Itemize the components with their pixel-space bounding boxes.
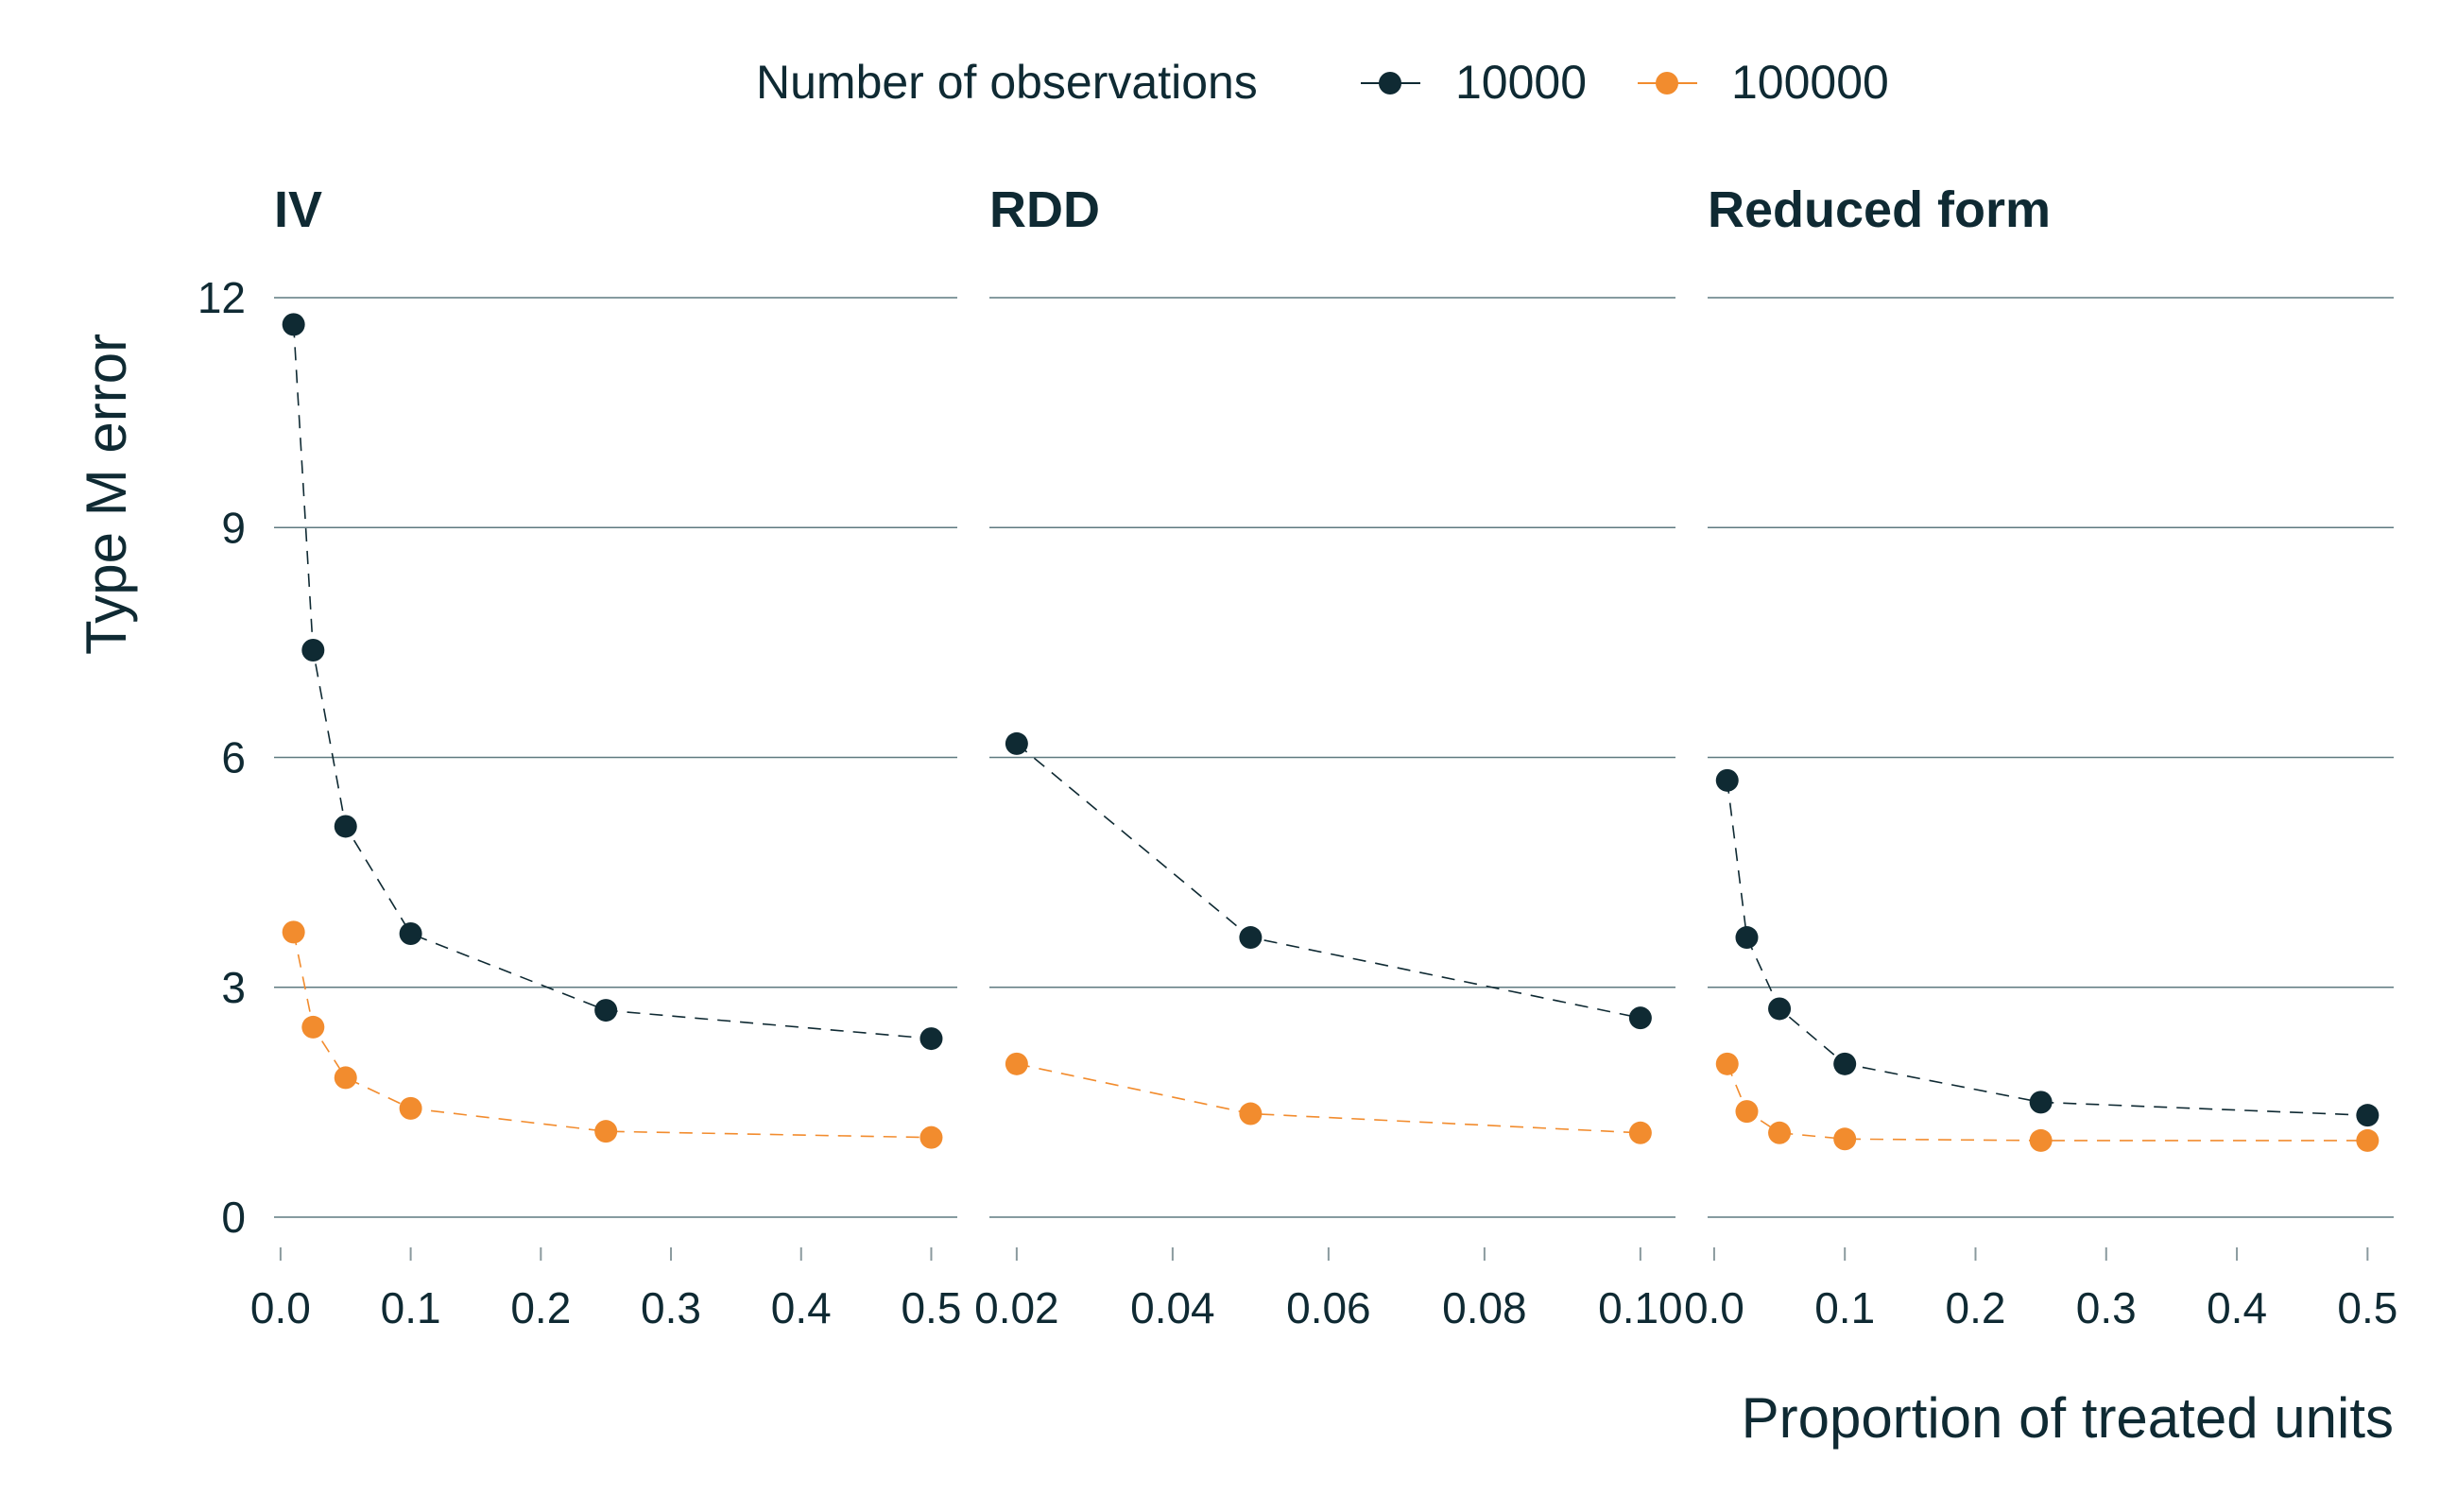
x-tick-label-0-2: 0.2 <box>510 1283 571 1332</box>
point-0-0-1 <box>301 638 325 662</box>
point-0-1-3 <box>399 1096 422 1120</box>
point-0-0-2 <box>334 815 357 838</box>
x-tick-label-0-0: 0.0 <box>250 1283 311 1332</box>
point-0-1-0 <box>282 920 305 944</box>
x-tick-label-0-5: 0.5 <box>901 1283 961 1332</box>
point-2-0-2 <box>1768 997 1792 1021</box>
point-2-0-1 <box>1735 926 1759 950</box>
panel-title-1: RDD <box>989 181 1100 238</box>
panel-1: RDD 0.02 0.04 0.06 0.08 0.10 <box>974 181 1683 1332</box>
panel-0: IV 0.0 0.1 0.2 0.3 0.4 0.5 <box>250 181 962 1332</box>
legend-label-1: 100000 <box>1731 56 1889 109</box>
legend-key-dot-0 <box>1379 72 1401 94</box>
x-tick-label-0-1: 0.1 <box>381 1283 441 1332</box>
series-line-2-0 <box>1726 780 2368 1116</box>
series-line-1-0 <box>1016 743 1641 1019</box>
point-2-0-4 <box>2029 1091 2053 1114</box>
x-tick-label-1-2: 0.06 <box>1286 1283 1371 1332</box>
point-0-0-5 <box>919 1027 943 1051</box>
point-1-0-0 <box>1005 731 1028 755</box>
x-tick-label-2-3: 0.3 <box>2076 1283 2137 1332</box>
series-line-2-1 <box>1726 1063 2368 1142</box>
x-tick-label-2-5: 0.5 <box>2337 1283 2397 1332</box>
legend-title: Number of observations <box>756 56 1258 109</box>
point-0-0-0 <box>282 313 305 336</box>
point-2-1-3 <box>1833 1127 1857 1151</box>
x-tick-label-2-4: 0.4 <box>2207 1283 2267 1332</box>
panel-2: Reduced form 0.0 0.1 0.2 0.3 0.4 0.5 <box>1684 181 2397 1332</box>
point-1-0-1 <box>1239 926 1263 950</box>
y-axis-title: Type M error <box>75 334 138 655</box>
x-tick-label-1-3: 0.08 <box>1442 1283 1527 1332</box>
series-line-1-1 <box>1016 1063 1641 1134</box>
point-2-0-0 <box>1715 768 1739 792</box>
point-0-1-1 <box>301 1015 325 1039</box>
point-2-1-0 <box>1715 1052 1739 1075</box>
series-line-0-0 <box>292 324 932 1040</box>
legend-entry-1: 100000 <box>1638 56 1889 109</box>
x-tick-label-0-3: 0.3 <box>641 1283 701 1332</box>
y-tick-label-2: 6 <box>221 733 246 782</box>
point-2-1-1 <box>1735 1100 1759 1124</box>
point-0-1-4 <box>594 1120 618 1143</box>
x-tick-label-1-1: 0.04 <box>1130 1283 1215 1332</box>
y-tick-label-3: 9 <box>221 503 246 552</box>
point-2-0-5 <box>2356 1104 2380 1127</box>
legend: Number of observations 10000 100000 <box>756 56 1889 109</box>
point-1-1-0 <box>1005 1052 1028 1075</box>
point-2-1-5 <box>2356 1128 2380 1152</box>
y-tick-label-1: 3 <box>221 963 246 1012</box>
x-tick-label-1-0: 0.02 <box>974 1283 1059 1332</box>
x-axis-title: Proportion of treated units <box>1742 1386 2394 1450</box>
x-tick-label-0-4: 0.4 <box>771 1283 832 1332</box>
point-2-0-3 <box>1833 1052 1857 1075</box>
point-0-1-5 <box>919 1125 943 1149</box>
point-0-0-4 <box>594 999 618 1022</box>
legend-key-dot-1 <box>1656 72 1678 94</box>
x-tick-label-2-2: 0.2 <box>1946 1283 2006 1332</box>
x-tick-label-1-4: 0.10 <box>1598 1283 1683 1332</box>
y-axis-ticks: 0 3 6 9 12 <box>198 273 246 1242</box>
x-tick-label-2-1: 0.1 <box>1814 1283 1875 1332</box>
point-1-1-1 <box>1239 1102 1263 1125</box>
legend-label-0: 10000 <box>1455 56 1587 109</box>
x-tick-label-2-0: 0.0 <box>1684 1283 1744 1332</box>
point-2-1-2 <box>1768 1121 1792 1144</box>
point-0-1-2 <box>334 1066 357 1090</box>
point-1-1-2 <box>1628 1121 1652 1144</box>
y-tick-label-0: 0 <box>221 1193 246 1242</box>
panels: IV 0.0 0.1 0.2 0.3 0.4 0.5 RDD 0.02 0.04 0.06 0.08 0… <box>250 181 2397 1332</box>
point-1-0-2 <box>1628 1006 1652 1030</box>
point-0-0-3 <box>399 921 422 945</box>
y-tick-label-4: 12 <box>198 273 246 322</box>
panel-title-0: IV <box>274 181 322 238</box>
point-2-1-4 <box>2029 1128 2053 1152</box>
panel-title-2: Reduced form <box>1708 181 2051 238</box>
series-line-0-1 <box>292 932 932 1139</box>
legend-entry-0: 10000 <box>1361 56 1587 109</box>
